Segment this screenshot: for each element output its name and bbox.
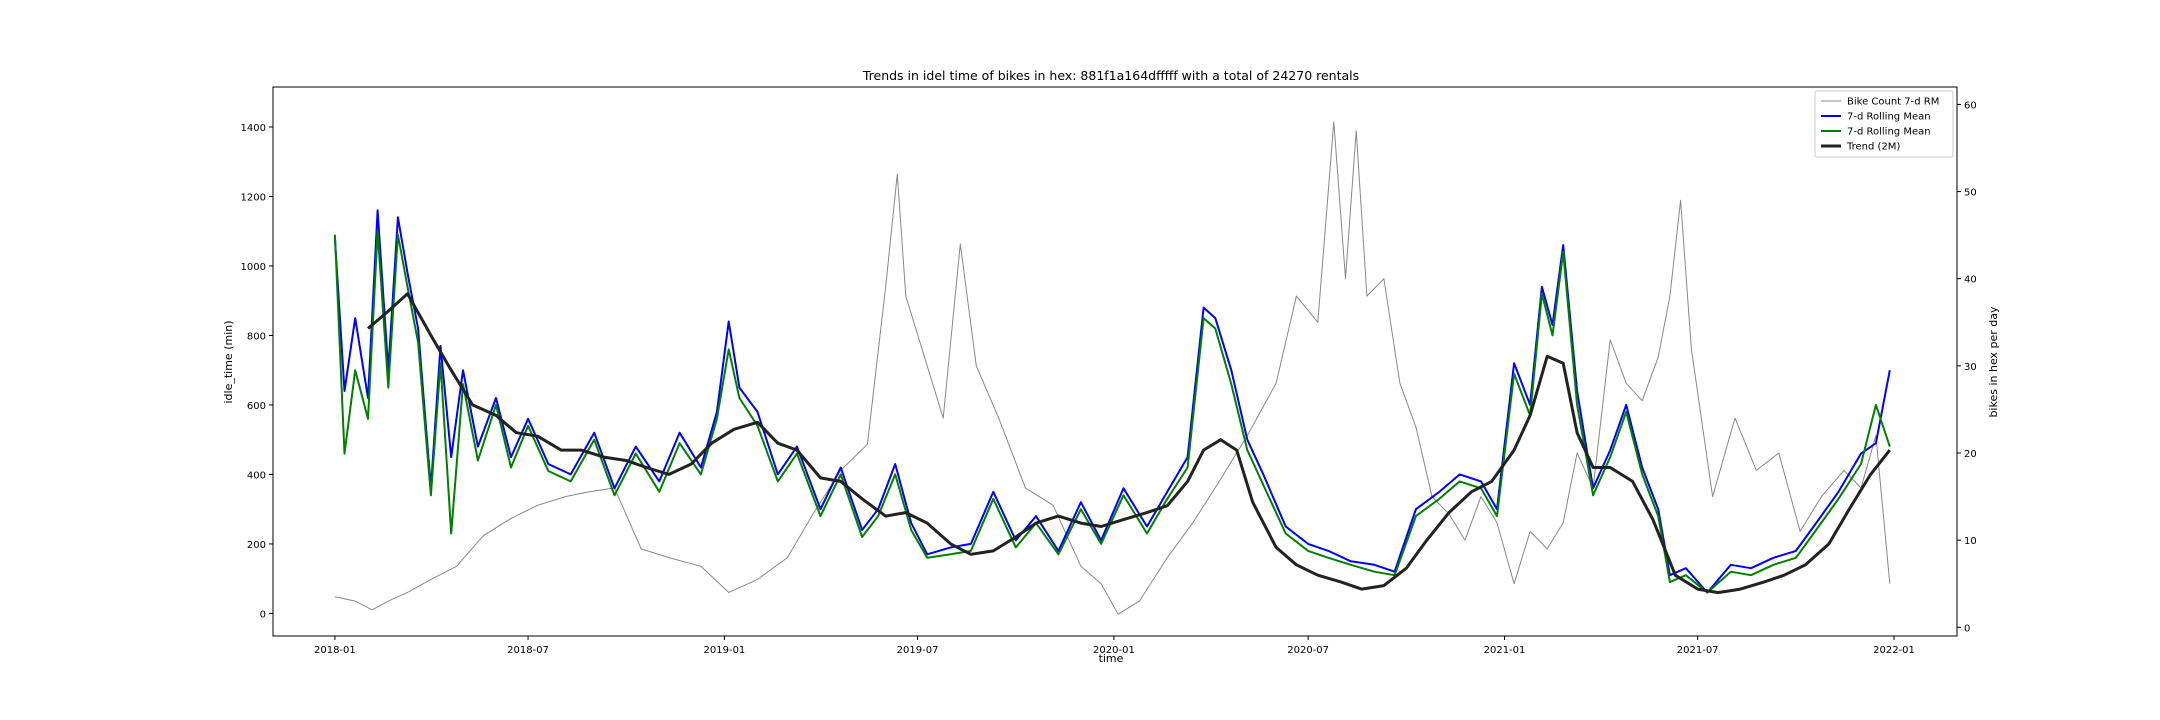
x-tick-label: 2018-07 <box>507 645 549 656</box>
x-tick-label: 2020-01 <box>1093 645 1135 656</box>
y-tick-label: 1400 <box>241 123 266 134</box>
x-tick-label: 2019-07 <box>897 645 939 656</box>
y-tick-label: 400 <box>247 470 266 481</box>
y-axis-label: idle_time (min) <box>222 320 235 403</box>
x-tick-label: 2019-01 <box>704 645 746 656</box>
series-line-3 <box>333 230 1891 594</box>
y-tick-label: 200 <box>247 540 266 551</box>
legend-label: 7-d Rolling Mean <box>1847 127 1931 138</box>
x-tick-label: 2021-01 <box>1484 645 1526 656</box>
y2-axis-label: bikes in hex per day <box>1987 306 2000 418</box>
legend: Bike Count 7-d RM 7-d Rolling Mean 7-d Rol… <box>1814 90 1954 158</box>
series-line-4 <box>367 292 1891 595</box>
y2-tick-label: 40 <box>1964 275 1977 286</box>
chart-title: Trends in idel time of bikes in hex: 881… <box>862 68 1359 83</box>
x-tick-label: 2018-01 <box>314 645 356 656</box>
y2-tick-label: 30 <box>1964 362 1977 373</box>
legend-label: Bike Count 7-d RM <box>1847 97 1939 108</box>
series-line-2 <box>333 209 1891 594</box>
axes-frame <box>272 86 1958 637</box>
series-line-1 <box>334 121 1891 615</box>
x-axis-label: time <box>1099 652 1124 665</box>
legend-label: Trend (2M) <box>1846 142 1900 153</box>
y-tick-label: 1200 <box>241 192 266 203</box>
y2-tick-label: 20 <box>1964 449 1977 460</box>
x-tick-label: 2022-01 <box>1873 645 1915 656</box>
plot-area <box>333 121 1891 615</box>
y-tick-label: 0 <box>260 609 266 620</box>
axes: 2018-01 2018-07 2019-01 2019-07 2020-01 2020-… <box>241 86 1977 656</box>
y-tick-label: 1000 <box>241 262 266 273</box>
y2-tick-label: 10 <box>1964 536 1977 547</box>
y-tick-label: 600 <box>247 401 266 412</box>
legend-label: 7-d Rolling Mean <box>1847 112 1931 123</box>
x-tick-label: 2020-07 <box>1287 645 1329 656</box>
legend-box <box>1814 90 1954 158</box>
x-tick-label: 2021-07 <box>1677 645 1719 656</box>
y2-tick-label: 0 <box>1964 623 1970 634</box>
y2-tick-label: 60 <box>1964 100 1977 111</box>
y-tick-label: 800 <box>247 331 266 342</box>
y2-tick-label: 50 <box>1964 188 1977 199</box>
